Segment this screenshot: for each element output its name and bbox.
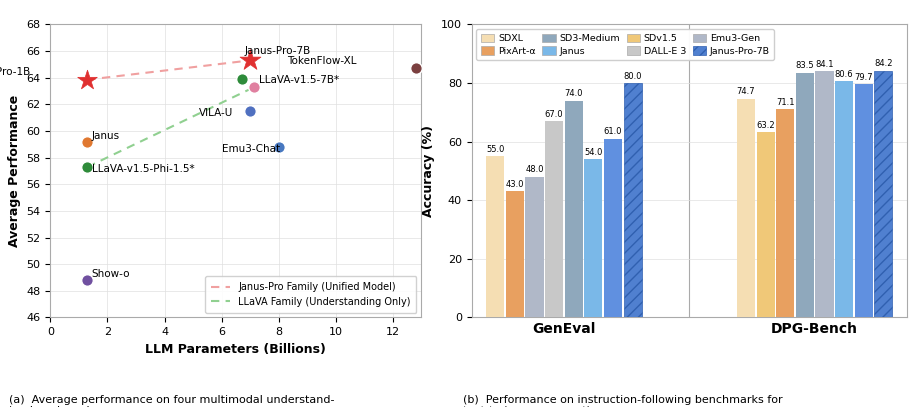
Text: (a)  Average performance on four multimodal understand-
ing benchmarks.: (a) Average performance on four multimod… — [9, 395, 334, 407]
Point — [247, 84, 262, 90]
Text: 83.5: 83.5 — [796, 61, 814, 70]
Text: 71.1: 71.1 — [776, 98, 794, 107]
Text: 80.0: 80.0 — [623, 72, 642, 81]
Legend: Janus-Pro Family (Unified Model), LLaVA Family (Understanding Only): Janus-Pro Family (Unified Model), LLaVA … — [205, 276, 417, 313]
Text: (b)  Performance on instruction-following benchmarks for
text-to-image generatio: (b) Performance on instruction-following… — [463, 395, 782, 407]
Point — [271, 144, 286, 150]
Bar — [796, 73, 814, 317]
Point — [234, 76, 249, 82]
Point — [81, 138, 95, 145]
Text: 54.0: 54.0 — [584, 148, 603, 157]
Text: 80.6: 80.6 — [834, 70, 854, 79]
Point — [409, 65, 423, 72]
Bar — [624, 83, 641, 317]
Bar — [855, 84, 873, 317]
Bar — [526, 177, 543, 317]
Text: 79.7: 79.7 — [855, 72, 873, 81]
X-axis label: LLM Parameters (Billions): LLM Parameters (Billions) — [146, 343, 326, 356]
Text: LLaVA-v1.5-7B*: LLaVA-v1.5-7B* — [258, 75, 339, 85]
Bar — [564, 101, 583, 317]
Bar — [874, 71, 892, 317]
Point — [243, 108, 257, 114]
Bar — [815, 71, 834, 317]
Text: 55.0: 55.0 — [486, 145, 505, 154]
Text: 43.0: 43.0 — [506, 180, 524, 189]
Text: 74.0: 74.0 — [564, 89, 583, 98]
Bar — [776, 109, 794, 317]
Y-axis label: Average Performance: Average Performance — [8, 95, 21, 247]
Text: Janus: Janus — [92, 131, 120, 141]
Text: 61.0: 61.0 — [604, 127, 622, 136]
Bar — [506, 191, 524, 317]
Bar — [835, 81, 853, 317]
Text: VILA-U: VILA-U — [199, 108, 233, 118]
Text: 63.2: 63.2 — [757, 121, 775, 130]
Text: 84.2: 84.2 — [874, 59, 892, 68]
Text: Janus-Pro-1B: Janus-Pro-1B — [0, 67, 31, 77]
Bar — [486, 156, 505, 317]
Bar — [737, 98, 755, 317]
Point — [81, 77, 95, 83]
Point — [81, 277, 95, 283]
Y-axis label: Accuracy (%): Accuracy (%) — [422, 125, 435, 217]
Point — [81, 164, 95, 170]
Bar — [757, 132, 775, 317]
Text: 84.1: 84.1 — [815, 60, 834, 69]
Bar — [584, 159, 603, 317]
Text: 67.0: 67.0 — [545, 110, 563, 119]
Text: 74.7: 74.7 — [736, 87, 756, 96]
Text: 48.0: 48.0 — [525, 166, 544, 175]
Bar — [545, 121, 563, 317]
Text: Janus-Pro-7B: Janus-Pro-7B — [245, 46, 311, 56]
Text: Emu3-Chat: Emu3-Chat — [222, 144, 279, 154]
Text: TokenFlow-XL: TokenFlow-XL — [288, 57, 356, 66]
Legend: SDXL, PixArt-α, SD3-Medium, Janus, SDv1.5, DALL-E 3, Emu3-Gen, Janus-Pro-7B: SDXL, PixArt-α, SD3-Medium, Janus, SDv1.… — [476, 29, 774, 60]
Text: LLaVA-v1.5-Phi-1.5*: LLaVA-v1.5-Phi-1.5* — [92, 164, 194, 174]
Point — [243, 57, 257, 63]
Bar — [604, 139, 622, 317]
Text: Show-o: Show-o — [92, 269, 130, 278]
